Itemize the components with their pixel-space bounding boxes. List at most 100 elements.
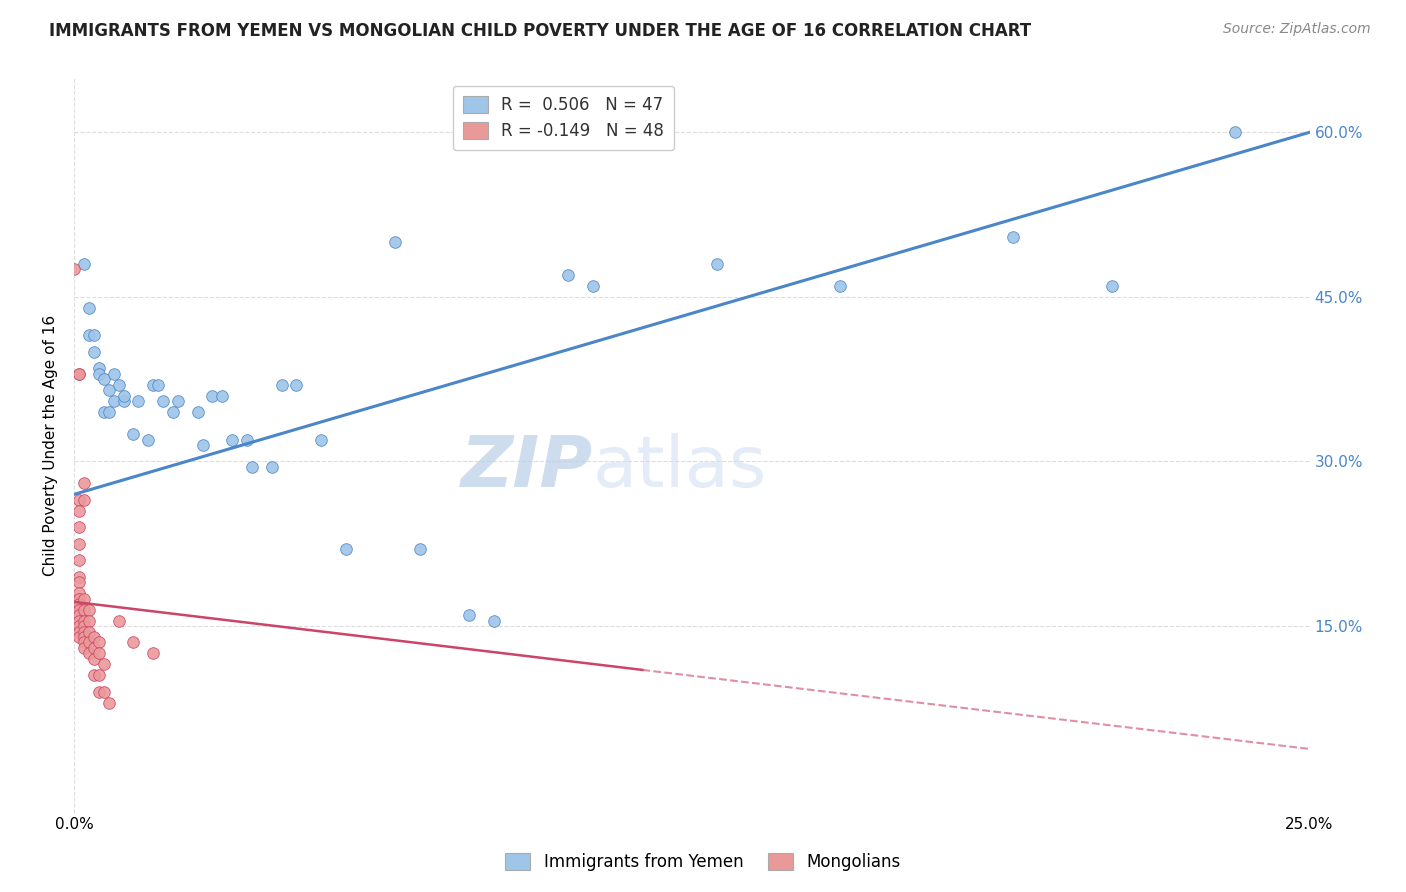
Point	[67, 575, 90, 590]
Point	[67, 537, 90, 551]
Point	[73, 492, 96, 507]
Point	[67, 586, 90, 600]
Point	[87, 647, 110, 661]
Point	[706, 257, 728, 271]
Point	[83, 328, 105, 343]
Point	[107, 614, 129, 628]
Point	[93, 657, 115, 672]
Y-axis label: Child Poverty Under the Age of 16: Child Poverty Under the Age of 16	[44, 314, 58, 575]
Point	[93, 372, 115, 386]
Point	[77, 328, 100, 343]
Point	[1101, 279, 1123, 293]
Point	[187, 405, 209, 419]
Point	[191, 438, 214, 452]
Point	[236, 433, 259, 447]
Point	[87, 635, 110, 649]
Point	[87, 668, 110, 682]
Point	[67, 367, 90, 381]
Point	[112, 394, 135, 409]
Point	[83, 640, 105, 655]
Legend: R =  0.506   N = 47, R = -0.149   N = 48: R = 0.506 N = 47, R = -0.149 N = 48	[453, 86, 675, 151]
Point	[67, 591, 90, 606]
Point	[83, 668, 105, 682]
Point	[211, 389, 233, 403]
Point	[73, 635, 96, 649]
Point	[167, 394, 190, 409]
Point	[67, 569, 90, 583]
Point	[142, 647, 165, 661]
Point	[77, 647, 100, 661]
Point	[309, 433, 332, 447]
Point	[270, 377, 292, 392]
Point	[77, 602, 100, 616]
Point	[87, 685, 110, 699]
Text: IMMIGRANTS FROM YEMEN VS MONGOLIAN CHILD POVERTY UNDER THE AGE OF 16 CORRELATION: IMMIGRANTS FROM YEMEN VS MONGOLIAN CHILD…	[49, 22, 1032, 40]
Point	[83, 630, 105, 644]
Point	[63, 262, 86, 277]
Point	[103, 394, 125, 409]
Point	[77, 301, 100, 315]
Text: ZIP: ZIP	[461, 433, 593, 501]
Point	[335, 542, 357, 557]
Point	[87, 367, 110, 381]
Point	[122, 635, 145, 649]
Point	[582, 279, 605, 293]
Point	[93, 685, 115, 699]
Point	[142, 377, 165, 392]
Point	[67, 492, 90, 507]
Point	[1001, 229, 1024, 244]
Point	[73, 630, 96, 644]
Point	[67, 608, 90, 623]
Point	[201, 389, 224, 403]
Point	[73, 591, 96, 606]
Point	[152, 394, 174, 409]
Point	[73, 257, 96, 271]
Point	[83, 652, 105, 666]
Point	[67, 624, 90, 639]
Point	[67, 630, 90, 644]
Legend: Immigrants from Yemen, Mongolians: Immigrants from Yemen, Mongolians	[496, 845, 910, 880]
Point	[1225, 125, 1247, 139]
Point	[67, 504, 90, 518]
Text: atlas: atlas	[593, 433, 768, 501]
Point	[83, 344, 105, 359]
Point	[77, 624, 100, 639]
Point	[67, 614, 90, 628]
Point	[557, 268, 579, 282]
Point	[67, 619, 90, 633]
Point	[73, 624, 96, 639]
Point	[136, 433, 159, 447]
Point	[97, 405, 120, 419]
Point	[103, 367, 125, 381]
Point	[67, 602, 90, 616]
Point	[73, 602, 96, 616]
Point	[409, 542, 432, 557]
Point	[67, 553, 90, 567]
Point	[77, 614, 100, 628]
Point	[384, 235, 406, 249]
Point	[828, 279, 851, 293]
Point	[107, 377, 129, 392]
Point	[146, 377, 169, 392]
Point	[77, 635, 100, 649]
Point	[127, 394, 149, 409]
Point	[221, 433, 243, 447]
Text: Source: ZipAtlas.com: Source: ZipAtlas.com	[1223, 22, 1371, 37]
Point	[87, 361, 110, 376]
Point	[73, 476, 96, 491]
Point	[260, 459, 283, 474]
Point	[482, 614, 505, 628]
Point	[285, 377, 308, 392]
Point	[73, 640, 96, 655]
Point	[67, 520, 90, 534]
Point	[97, 383, 120, 397]
Point	[122, 427, 145, 442]
Point	[97, 696, 120, 710]
Point	[67, 367, 90, 381]
Point	[73, 614, 96, 628]
Point	[240, 459, 263, 474]
Point	[93, 405, 115, 419]
Point	[67, 597, 90, 611]
Point	[458, 608, 481, 623]
Point	[112, 389, 135, 403]
